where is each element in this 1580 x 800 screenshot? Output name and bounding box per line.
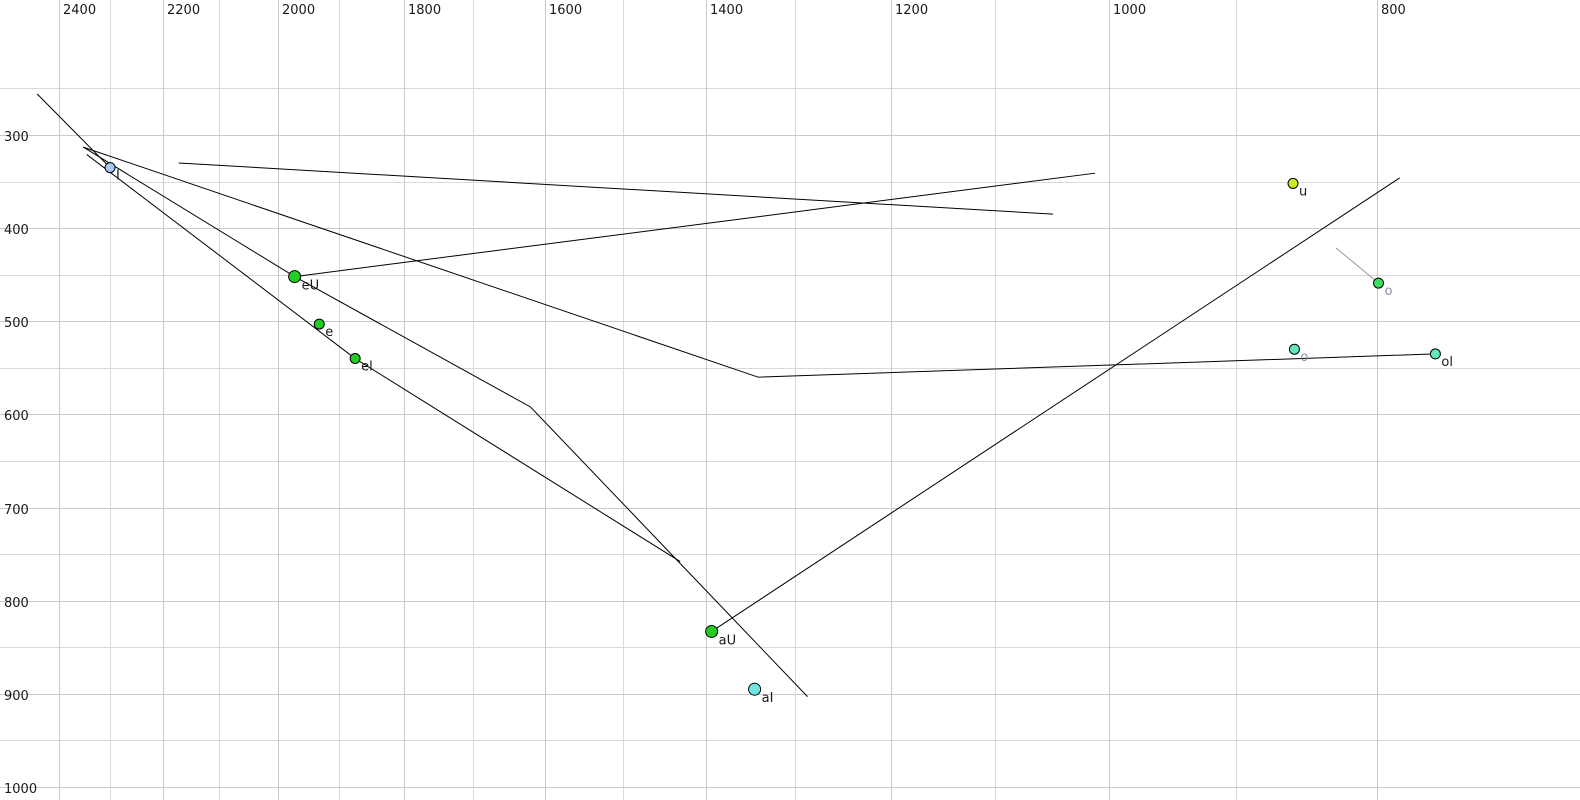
vowel-point-e[interactable]: e — [313, 318, 333, 340]
trajectory-lines — [36, 93, 1436, 697]
vowel-point-aU[interactable]: aU — [705, 624, 736, 648]
vowel-point-o[interactable]: o — [1373, 277, 1393, 299]
vowel-point-el[interactable]: el — [349, 353, 373, 375]
trajectory-eU-glide-long — [82, 146, 808, 697]
x-tick-label: 1400 — [710, 3, 743, 18]
y-tick-label: 300 — [4, 130, 29, 145]
y-tick-label: 700 — [4, 503, 29, 518]
y-tick-label: 1000 — [4, 782, 37, 797]
vowel-label-u: u — [1299, 184, 1307, 199]
vowel-label-aU: aU — [719, 633, 736, 648]
vowel-label-ol: ol — [1441, 355, 1453, 370]
trajectory-eU-to-right — [294, 172, 1096, 278]
x-tick-label: 2400 — [63, 3, 96, 18]
trajectory-long-descender — [83, 146, 1436, 378]
vowel-marker-aU[interactable] — [705, 624, 719, 638]
vowel-marker-aI[interactable] — [748, 682, 762, 696]
vowel-marker-o[interactable] — [1373, 277, 1384, 289]
x-tick-label: 1200 — [895, 3, 928, 18]
vowel-label-e: e — [325, 325, 333, 340]
vowel-marker-eU[interactable] — [288, 270, 302, 284]
y-tick-label: 900 — [4, 689, 29, 704]
trajectory-eU-glide-second — [86, 154, 681, 563]
y-tick-label: 800 — [4, 596, 29, 611]
x-tick-label: 2000 — [282, 3, 315, 18]
vowel-label-o: o — [1385, 284, 1393, 299]
x-tick-label: 1800 — [408, 3, 441, 18]
vowel-point-u[interactable]: u — [1287, 177, 1307, 199]
vowel-marker-o[interactable] — [1288, 343, 1300, 355]
y-tick-label: 400 — [4, 223, 29, 238]
vowel-marker-el[interactable] — [349, 353, 361, 365]
vowel-label-eU: eU — [302, 279, 320, 294]
vowel-label-aI: aI — [762, 691, 774, 706]
trajectory-upper-flat-line — [178, 162, 1054, 215]
vowel-label-o: o — [1300, 350, 1308, 365]
vowel-point-aI[interactable]: aI — [748, 682, 774, 706]
vowel-marker-e[interactable] — [313, 318, 325, 330]
vowel-label-I: I — [116, 169, 120, 184]
y-axis-tick-labels: 300 400 500 600 700 800 900 1000 — [4, 130, 37, 797]
vowel-point-o[interactable]: o — [1288, 343, 1308, 365]
x-axis-tick-labels: 2400 2200 2000 1800 1600 1400 1200 1000 800 — [63, 3, 1406, 18]
vowel-point-eU[interactable]: eU — [288, 270, 320, 294]
trajectory-o-short-onglide — [1335, 247, 1379, 284]
trajectory-aU-to-upper-right — [711, 177, 1400, 632]
x-tick-label: 800 — [1381, 3, 1406, 18]
trajectory-I-onglide — [36, 93, 111, 168]
vowel-data-points: IeU e el aU aI u o o ol — [104, 162, 1453, 706]
vowel-point-ol[interactable]: ol — [1429, 348, 1453, 370]
y-tick-label: 600 — [4, 409, 29, 424]
vowel-marker-I[interactable] — [104, 162, 116, 174]
x-tick-label: 2200 — [167, 3, 200, 18]
vowel-marker-ol[interactable] — [1429, 348, 1441, 360]
vowel-point-I[interactable]: I — [104, 162, 120, 184]
y-tick-label: 500 — [4, 316, 29, 331]
x-tick-label: 1600 — [549, 3, 582, 18]
vowel-label-el: el — [361, 360, 373, 375]
x-tick-label: 1000 — [1113, 3, 1146, 18]
vowel-marker-u[interactable] — [1287, 177, 1299, 189]
